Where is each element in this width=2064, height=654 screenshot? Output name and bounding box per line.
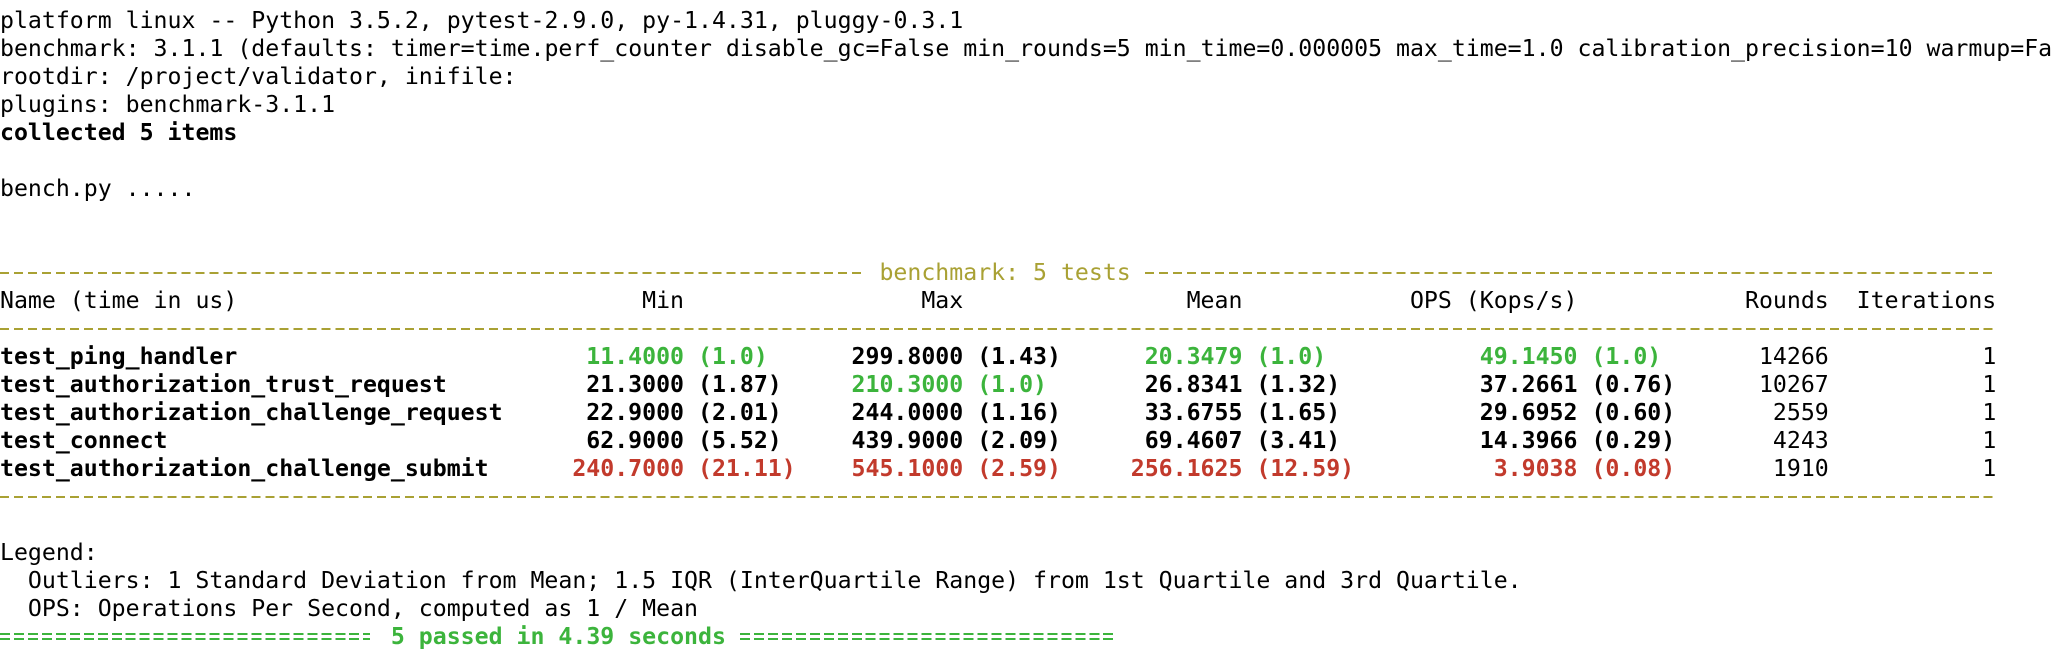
stat-value: 29.6952	[1479, 399, 1578, 426]
stat-ratio: (2.09)	[977, 427, 1061, 454]
session-text: platform linux -- Python 3.5.2, pytest-2…	[0, 7, 964, 34]
summary-text: 5 passed in 4.39 seconds	[390, 623, 726, 650]
stat-ratio: (0.76)	[1591, 371, 1676, 398]
iterations: 1	[1982, 343, 1997, 370]
separator-dashes	[1144, 272, 1997, 274]
legend-text: OPS: Operations Per Second, computed as …	[27, 595, 698, 622]
stat-ratio: (3.41)	[1256, 427, 1341, 454]
session-line: benchmark: 3.1.1 (defaults: timer=time.p…	[0, 35, 2064, 63]
stat-value: 49.1450	[1479, 343, 1578, 370]
table-row: test_authorization_challenge_request 22.9…	[0, 399, 2064, 427]
separator-dashes	[0, 496, 1997, 498]
column-header: Rounds	[1745, 287, 1829, 314]
summary-rule	[0, 633, 370, 641]
stat-ratio: (1.43)	[977, 343, 1061, 370]
table-rule	[0, 315, 2064, 343]
progress-text: bench.py .....	[0, 175, 196, 202]
progress-line: bench.py .....	[0, 175, 2064, 203]
stat-ratio: (1.0)	[1591, 343, 1662, 370]
rounds: 2559	[1772, 399, 1829, 426]
column-header: Iterations	[1856, 287, 1997, 314]
separator-dashes	[0, 272, 866, 274]
column-header: Min	[642, 287, 685, 314]
session-text: plugins: benchmark-3.1.1	[0, 91, 336, 118]
stat-value: 240.7000	[572, 455, 685, 482]
stat-value: 20.3479	[1144, 343, 1243, 370]
stat-value: 11.4000	[586, 343, 685, 370]
table-row: test_connect 62.9000 (5.52) 439.9000 (2.09) 6…	[0, 427, 2064, 455]
column-header: OPS (Kops/s)	[1409, 287, 1578, 314]
iterations: 1	[1982, 427, 1997, 454]
stat-value: 545.1000	[851, 455, 964, 482]
iterations: 1	[1982, 399, 1997, 426]
stat-ratio: (1.32)	[1256, 371, 1341, 398]
stat-ratio: (0.08)	[1591, 455, 1676, 482]
stat-ratio: (1.0)	[1256, 343, 1327, 370]
legend-title: Legend:	[0, 539, 98, 566]
stat-value: 244.0000	[851, 399, 964, 426]
iterations: 1	[1982, 371, 1997, 398]
table-title-line: benchmark: 5 tests	[0, 259, 2064, 287]
summary-rule	[739, 633, 1117, 641]
stat-value: 26.8341	[1144, 371, 1243, 398]
stat-ratio: (5.52)	[698, 427, 782, 454]
table-row: test_authorization_trust_request 21.3000 (…	[0, 371, 2064, 399]
stat-ratio: (1.65)	[1256, 399, 1341, 426]
table-title: benchmark: 5 tests	[879, 259, 1131, 286]
test-name: test_ping_handler	[0, 343, 238, 370]
collected-line: collected 5 items	[0, 119, 2064, 147]
session-line: plugins: benchmark-3.1.1	[0, 91, 2064, 119]
stat-ratio: (1.0)	[698, 343, 768, 370]
session-text: rootdir: /project/validator, inifile:	[0, 63, 517, 90]
legend-title-line: Legend:	[0, 539, 2064, 567]
stat-value: 439.9000	[851, 427, 964, 454]
column-header: Mean	[1186, 287, 1243, 314]
column-header: Max	[921, 287, 964, 314]
separator-dashes	[0, 328, 1997, 330]
stat-value: 210.3000	[851, 371, 964, 398]
rounds: 14266	[1758, 343, 1829, 370]
table-row: test_ping_handler 11.4000 (1.0) 299.8000 (1.…	[0, 343, 2064, 371]
stat-value: 69.4607	[1144, 427, 1243, 454]
test-name: test_authorization_challenge_submit	[0, 455, 489, 482]
stat-value: 14.3966	[1479, 427, 1578, 454]
rounds: 10267	[1758, 371, 1829, 398]
stat-ratio: (0.29)	[1591, 427, 1676, 454]
stat-value: 33.6755	[1144, 399, 1243, 426]
collected-text: collected 5 items	[0, 119, 238, 146]
stat-ratio: (12.59)	[1256, 455, 1355, 482]
stat-value: 22.9000	[586, 399, 685, 426]
iterations: 1	[1982, 455, 1997, 482]
column-header: Name (time in us)	[0, 287, 238, 314]
session-line: rootdir: /project/validator, inifile:	[0, 63, 2064, 91]
stat-ratio: (1.87)	[698, 371, 782, 398]
test-name: test_authorization_challenge_request	[0, 399, 503, 426]
legend-line: OPS: Operations Per Second, computed as …	[0, 595, 2064, 623]
stat-value: 299.8000	[851, 343, 964, 370]
test-name: test_authorization_trust_request	[0, 371, 447, 398]
table-row: test_authorization_challenge_submit 240.7…	[0, 455, 2064, 483]
test-name: test_connect	[0, 427, 168, 454]
stat-ratio: (21.11)	[698, 455, 796, 482]
stat-value: 21.3000	[586, 371, 685, 398]
stat-value: 62.9000	[586, 427, 685, 454]
rounds: 4243	[1772, 427, 1829, 454]
session-line: platform linux -- Python 3.5.2, pytest-2…	[0, 7, 2064, 35]
legend-line: Outliers: 1 Standard Deviation from Mean…	[0, 567, 2064, 595]
table-rule	[0, 483, 2064, 511]
stat-ratio: (2.59)	[977, 455, 1061, 482]
stat-ratio: (0.60)	[1591, 399, 1676, 426]
stat-ratio: (1.0)	[977, 371, 1048, 398]
summary-line: 5 passed in 4.39 seconds	[0, 623, 2064, 651]
stat-value: 3.9038	[1493, 455, 1578, 482]
stat-value: 37.2661	[1479, 371, 1578, 398]
rounds: 1910	[1772, 455, 1829, 482]
session-text: benchmark: 3.1.1 (defaults: timer=time.p…	[0, 35, 2053, 62]
legend-text: Outliers: 1 Standard Deviation from Mean…	[27, 567, 1522, 594]
table-header-row: Name (time in us) Min Max Mean OPS (Kops/s) R…	[0, 287, 2064, 315]
stat-ratio: (2.01)	[698, 399, 782, 426]
stat-ratio: (1.16)	[977, 399, 1061, 426]
stat-value: 256.1625	[1130, 455, 1243, 482]
